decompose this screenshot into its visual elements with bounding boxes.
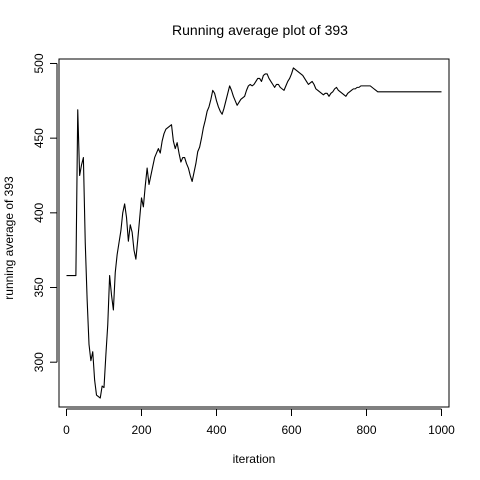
y-tick-label: 300 — [32, 352, 46, 372]
y-tick-label: 450 — [32, 128, 46, 148]
x-axis: 0 200 400 600 800 1000 — [63, 408, 455, 437]
y-tick-label: 500 — [32, 53, 46, 73]
x-tick-label: 1000 — [428, 423, 455, 437]
x-tick-label: 400 — [206, 423, 226, 437]
x-tick-label: 800 — [356, 423, 376, 437]
plot-frame — [58, 58, 450, 408]
series-layer — [66, 67, 442, 399]
series-line-0 — [66, 67, 442, 399]
x-tick-label: 600 — [281, 423, 301, 437]
y-tick-label: 400 — [32, 203, 46, 223]
y-axis: 300 350 400 450 500 — [32, 53, 58, 372]
y-axis-label: running average of 393 — [2, 176, 16, 300]
y-tick-label: 350 — [32, 277, 46, 297]
x-axis-label: iteration — [233, 452, 276, 466]
x-tick-label: 200 — [131, 423, 151, 437]
x-tick-label: 0 — [63, 423, 70, 437]
chart-title: Running average plot of 393 — [172, 22, 348, 38]
